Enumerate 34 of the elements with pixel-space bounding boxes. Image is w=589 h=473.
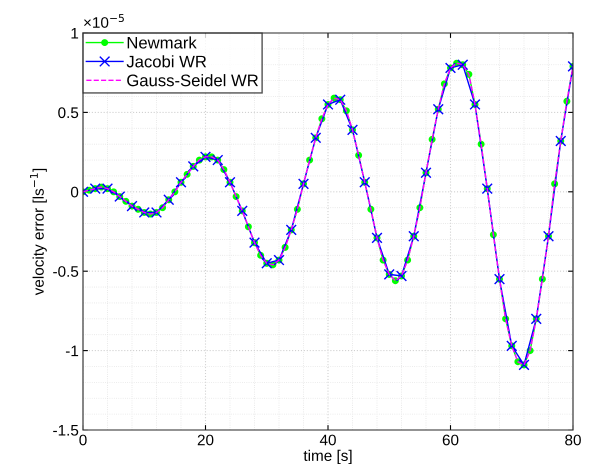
legend-label: Jacobi WR (126, 55, 206, 68)
y-tick-label: -1 (66, 346, 78, 356)
point (555, 135, 566, 147)
y-tick-label: -1.5 (53, 425, 78, 436)
point (371, 232, 383, 244)
y-axis-title: velocity error [ls$^{−1}$] (30, 168, 47, 296)
point (444, 62, 456, 74)
point (200, 151, 212, 162)
point (212, 154, 224, 166)
point (298, 178, 310, 190)
y-tick-label: 0.5 (58, 107, 78, 118)
x-tick-label: 0 (79, 434, 87, 446)
y-tick-label: 0 (70, 186, 78, 198)
x-tick-label: 60 (442, 434, 458, 446)
legend-label: Newmark (128, 36, 197, 49)
point (420, 167, 432, 178)
x-tick-label: 80 (565, 434, 581, 446)
y-tick-label: 1 (72, 28, 78, 39)
point (126, 200, 138, 212)
point (346, 124, 358, 136)
point (469, 98, 481, 110)
point (518, 359, 530, 370)
y-tick-label: -0.5 (53, 266, 78, 277)
legend-label: Gauss-Seidel WR (127, 74, 258, 86)
point (175, 176, 187, 188)
point (494, 274, 506, 285)
point (542, 230, 554, 242)
point (224, 176, 236, 188)
point (248, 237, 260, 248)
x-axis-title: time [s] (304, 450, 352, 464)
point (273, 254, 285, 266)
x-tick-label: 20 (198, 434, 214, 446)
x-tick-label: 40 (320, 434, 336, 446)
text: ×10$^{−5}$ (84, 14, 124, 28)
